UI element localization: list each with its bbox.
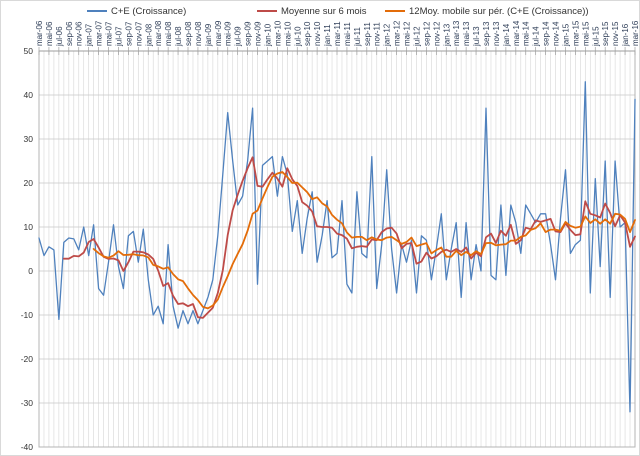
svg-text:jan-11: jan-11 (323, 24, 332, 47)
svg-text:mar-14: mar-14 (512, 20, 521, 46)
svg-text:-40: -40 (21, 442, 34, 452)
svg-text:mar-06: mar-06 (35, 20, 44, 46)
svg-text:jan-12: jan-12 (383, 23, 392, 47)
data-series (38, 81, 636, 413)
svg-text:jul-06: jul-06 (55, 26, 64, 47)
svg-text:jan-15: jan-15 (561, 23, 570, 47)
svg-text:mai-13: mai-13 (462, 21, 471, 46)
svg-text:mai-06: mai-06 (45, 21, 54, 46)
svg-text:nov-11: nov-11 (373, 22, 382, 46)
axes (38, 47, 636, 448)
svg-text:nov-08: nov-08 (194, 21, 203, 46)
svg-text:nov-15: nov-15 (611, 21, 620, 46)
legend-label-moyenne-mobile: 12Moy. mobile sur pér. (C+E (Croissance)… (409, 5, 589, 17)
svg-text:10: 10 (24, 222, 34, 232)
svg-text:mai-15: mai-15 (581, 21, 590, 46)
legend-key-moyenne-mobile-line (385, 10, 405, 12)
svg-text:sep-10: sep-10 (303, 21, 312, 46)
svg-text:mai-14: mai-14 (522, 21, 531, 46)
svg-text:mar-15: mar-15 (571, 20, 580, 46)
svg-text:nov-12: nov-12 (432, 21, 441, 46)
svg-text:nov-09: nov-09 (254, 21, 263, 46)
svg-text:40: 40 (24, 90, 34, 100)
svg-text:jul-13: jul-13 (472, 26, 481, 47)
svg-text:nov-07: nov-07 (134, 21, 143, 46)
x-axis-labels: mar-06 mai-06 jul-06 sep-06 nov-06 jan-07 mar-… (35, 20, 640, 47)
svg-text:nov-10: nov-10 (313, 21, 322, 46)
svg-text:sep-14: sep-14 (542, 21, 551, 46)
svg-text:-30: -30 (21, 398, 34, 408)
legend-key-moyenne-line (257, 10, 277, 12)
svg-text:jul-15: jul-15 (591, 26, 600, 47)
svg-text:jul-07: jul-07 (114, 26, 123, 47)
svg-text:-10: -10 (21, 310, 34, 320)
svg-text:mai-10: mai-10 (283, 21, 292, 46)
svg-text:sep-15: sep-15 (601, 21, 610, 46)
svg-text:nov-14: nov-14 (552, 21, 561, 46)
svg-text:mai-09: mai-09 (224, 21, 233, 46)
svg-text:nov-06: nov-06 (75, 21, 84, 46)
svg-text:sep-11: sep-11 (363, 22, 372, 46)
svg-text:sep-12: sep-12 (422, 21, 431, 46)
svg-text:mar-11: mar-11 (333, 21, 342, 46)
svg-text:sep-09: sep-09 (244, 21, 253, 46)
svg-text:jan-07: jan-07 (85, 23, 94, 47)
svg-text:30: 30 (24, 134, 34, 144)
y-axis-labels: 50 40 30 20 10 0 -10 -20 -30 -40 (21, 46, 34, 452)
svg-text:mar-07: mar-07 (95, 20, 104, 46)
svg-text:jan-09: jan-09 (204, 23, 213, 47)
svg-text:-20: -20 (21, 354, 34, 364)
legend-label-moyenne: Moyenne sur 6 mois (281, 5, 367, 17)
svg-text:mar-12: mar-12 (393, 20, 402, 46)
svg-text:sep-08: sep-08 (184, 21, 193, 46)
svg-text:jul-09: jul-09 (234, 26, 243, 47)
svg-text:jan-13: jan-13 (442, 23, 451, 47)
svg-text:sep-13: sep-13 (482, 21, 491, 46)
legend-label-croissance: C+E (Croissance) (111, 5, 187, 17)
svg-text:jan-14: jan-14 (502, 23, 511, 47)
svg-text:jul-10: jul-10 (293, 26, 302, 47)
svg-text:mai-11: mai-11 (343, 22, 352, 46)
svg-text:nov-13: nov-13 (492, 21, 501, 46)
svg-text:jan-10: jan-10 (263, 23, 272, 47)
svg-text:mai-08: mai-08 (164, 21, 173, 46)
svg-text:jul-08: jul-08 (174, 26, 183, 47)
svg-text:sep-07: sep-07 (124, 21, 133, 46)
svg-text:mar-16: mar-16 (631, 20, 640, 46)
svg-text:50: 50 (24, 46, 34, 56)
svg-text:mar-09: mar-09 (214, 20, 223, 46)
svg-text:mai-12: mai-12 (403, 21, 412, 46)
svg-text:mar-13: mar-13 (452, 20, 461, 46)
svg-text:jan-16: jan-16 (621, 23, 630, 47)
svg-text:0: 0 (28, 266, 33, 276)
svg-text:mar-08: mar-08 (154, 20, 163, 46)
legend-key-croissance-line (87, 10, 107, 12)
svg-text:20: 20 (24, 178, 34, 188)
svg-text:mai-07: mai-07 (105, 21, 114, 46)
legend-item-moyenne-6-mois: Moyenne sur 6 mois (257, 4, 367, 18)
legend-item-moyenne-mobile-12: 12Moy. mobile sur pér. (C+E (Croissance)… (385, 4, 589, 18)
svg-text:sep-06: sep-06 (65, 21, 74, 46)
svg-text:jul-11: jul-11 (353, 26, 362, 47)
svg-text:jul-14: jul-14 (532, 26, 541, 47)
svg-text:mar-10: mar-10 (273, 20, 282, 46)
legend-item-croissance: C+E (Croissance) (87, 4, 186, 18)
svg-text:jan-08: jan-08 (144, 23, 153, 47)
svg-text:jul-12: jul-12 (412, 26, 421, 47)
